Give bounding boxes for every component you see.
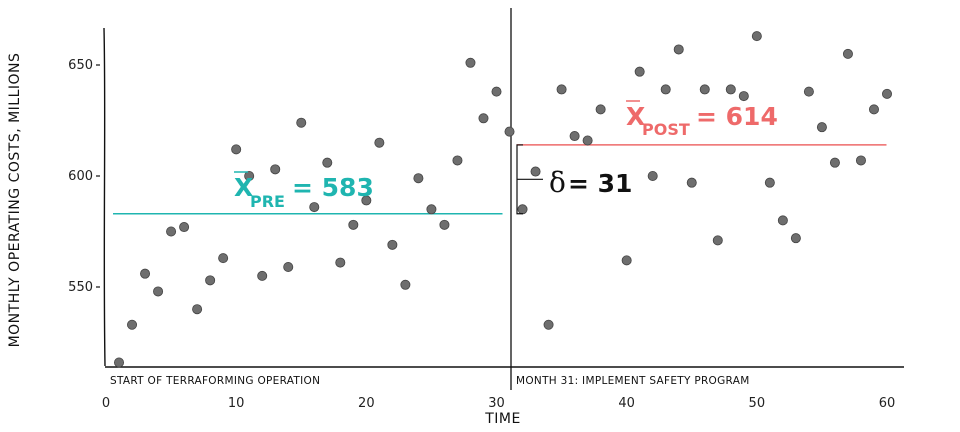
data-point [868, 104, 879, 115]
data-point [231, 144, 242, 155]
delta-bracket [516, 144, 543, 215]
data-point [257, 270, 268, 281]
data-point [582, 135, 593, 146]
mean-lines [113, 144, 887, 215]
pre-mean-subscript: PRE [250, 192, 285, 211]
x-ticks: 0 10 20 30 40 50 60 [102, 396, 895, 411]
y-tick-label: 650 [68, 58, 93, 73]
data-point [244, 170, 255, 181]
data-point [738, 91, 749, 102]
data-point [712, 235, 723, 246]
data-point [491, 86, 502, 97]
data-point [140, 268, 151, 279]
y-axis-line [103, 27, 106, 367]
data-point [205, 275, 216, 286]
start-annotation: START OF TERRAFORMING OPERATION [110, 375, 320, 387]
data-point [348, 219, 359, 230]
data-point [751, 31, 762, 42]
data-point [309, 202, 320, 213]
data-point [179, 222, 190, 233]
data-point [374, 137, 385, 148]
data-point [361, 195, 372, 206]
y-ticks: 550 600 650 [68, 58, 100, 295]
data-point [127, 319, 138, 330]
data-point [192, 304, 203, 315]
data-point [556, 84, 567, 95]
data-point [790, 233, 801, 244]
pre-mean-value: = 583 [292, 173, 374, 202]
data-point [452, 155, 463, 166]
x-tick-label: 60 [879, 396, 896, 411]
data-point [595, 104, 606, 115]
data-point [764, 177, 775, 188]
data-points [114, 31, 893, 368]
data-point [803, 86, 814, 97]
data-point [543, 319, 554, 330]
pre-mean-label: X PRE = 583 [234, 171, 374, 211]
data-point [153, 286, 164, 297]
x-tick-label: 50 [749, 396, 766, 411]
data-point [686, 177, 697, 188]
post-mean-label: X POST = 614 [626, 100, 778, 139]
data-point [621, 255, 632, 266]
y-tick-label: 600 [68, 169, 93, 184]
x-tick-label: 0 [102, 396, 110, 411]
data-point [335, 257, 346, 268]
x-tick-label: 30 [488, 396, 505, 411]
data-point [530, 166, 541, 177]
data-point [569, 131, 580, 142]
delta-label: δ = 31 [549, 166, 632, 199]
intervention-annotation: MONTH 31: IMPLEMENT SAFETY PROGRAM [516, 375, 750, 387]
data-point [400, 279, 411, 290]
x-axis-title: TIME [484, 411, 521, 427]
data-point [114, 357, 125, 368]
data-point [387, 239, 398, 250]
y-tick-label: 550 [68, 280, 93, 295]
data-point [426, 204, 437, 215]
data-point [842, 48, 853, 59]
data-point [829, 157, 840, 168]
post-mean-subscript: POST [642, 120, 690, 139]
data-point [699, 84, 710, 95]
data-point [439, 219, 450, 230]
x-tick-label: 20 [358, 396, 375, 411]
data-point [517, 204, 528, 215]
data-point [647, 170, 658, 181]
delta-symbol: δ [549, 166, 566, 199]
data-point [504, 126, 515, 137]
x-tick-label: 40 [618, 396, 635, 411]
data-point [673, 44, 684, 55]
data-point [634, 66, 645, 77]
data-point [465, 57, 476, 68]
x-axis-line [104, 366, 905, 369]
data-point [660, 84, 671, 95]
data-point [296, 117, 307, 128]
data-point [283, 262, 294, 273]
data-point [855, 155, 866, 166]
post-mean-value: = 614 [696, 102, 778, 131]
x-tick-label: 10 [228, 396, 245, 411]
data-point [882, 88, 893, 99]
data-point [777, 215, 788, 226]
data-point [218, 253, 229, 264]
data-point [413, 173, 424, 184]
y-axis-title: MONTHLY OPERATING COSTS, MILLIONS [7, 53, 23, 348]
data-point [478, 113, 489, 124]
pre-mean-symbol: X [234, 173, 253, 202]
data-point [816, 122, 827, 133]
data-point [270, 164, 281, 175]
data-point [166, 226, 177, 237]
data-point [322, 157, 333, 168]
delta-value: = 31 [568, 169, 632, 198]
post-mean-symbol: X [626, 102, 645, 131]
data-point [725, 84, 736, 95]
